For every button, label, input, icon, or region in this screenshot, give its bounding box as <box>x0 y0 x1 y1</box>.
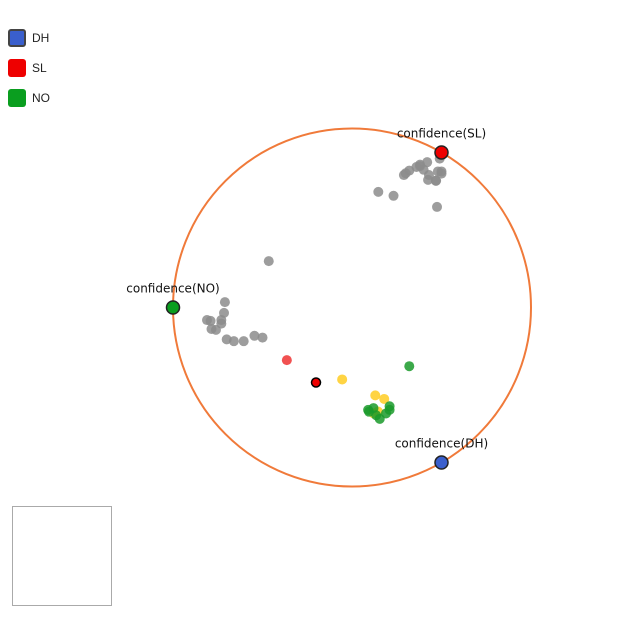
data-point[interactable] <box>379 393 390 404</box>
minimap-box[interactable] <box>12 506 112 606</box>
data-point[interactable] <box>337 374 348 385</box>
anchor-point[interactable] <box>434 145 449 160</box>
data-point[interactable] <box>249 330 260 341</box>
legend-item-no[interactable]: NO <box>8 88 50 108</box>
data-point[interactable] <box>281 355 292 366</box>
data-point[interactable] <box>436 168 447 179</box>
legend-swatch-dh <box>8 29 26 47</box>
data-point[interactable] <box>388 190 399 201</box>
data-point[interactable] <box>257 332 268 343</box>
data-point[interactable] <box>216 318 227 329</box>
legend-label-no: NO <box>32 91 50 105</box>
legend-label-sl: SL <box>32 61 47 75</box>
anchors-layer: confidence(SL) confidence(NO) confidence(D… <box>126 126 488 470</box>
anchor-label: confidence(NO) <box>126 282 219 296</box>
legend-item-dh[interactable]: DH <box>8 28 50 48</box>
anchor-circle-layer <box>172 127 532 488</box>
data-point[interactable] <box>373 186 384 197</box>
data-point[interactable] <box>238 336 249 347</box>
data-point[interactable] <box>374 413 385 424</box>
anchor-point[interactable] <box>165 300 181 315</box>
legend-item-sl[interactable]: SL <box>8 58 50 78</box>
points-layer <box>202 153 447 424</box>
data-point[interactable] <box>219 297 230 308</box>
data-point[interactable] <box>404 361 415 372</box>
legend-swatch-sl <box>8 59 26 77</box>
data-point[interactable] <box>432 201 443 212</box>
anchor-label: confidence(SL) <box>397 126 486 140</box>
data-point[interactable] <box>370 390 381 401</box>
anchor-circle <box>172 127 532 488</box>
legend: DH SL NO <box>8 28 50 118</box>
data-point[interactable] <box>398 170 409 181</box>
data-point[interactable] <box>263 256 274 267</box>
legend-swatch-no <box>8 89 26 107</box>
anchor-label: confidence(DH) <box>395 437 488 451</box>
data-point[interactable] <box>431 175 442 186</box>
selected-data-point[interactable] <box>310 377 322 388</box>
data-point[interactable] <box>205 315 216 326</box>
data-point[interactable] <box>228 336 239 347</box>
anchor-point[interactable] <box>434 455 449 470</box>
data-point[interactable] <box>423 174 434 185</box>
legend-label-dh: DH <box>32 31 50 45</box>
